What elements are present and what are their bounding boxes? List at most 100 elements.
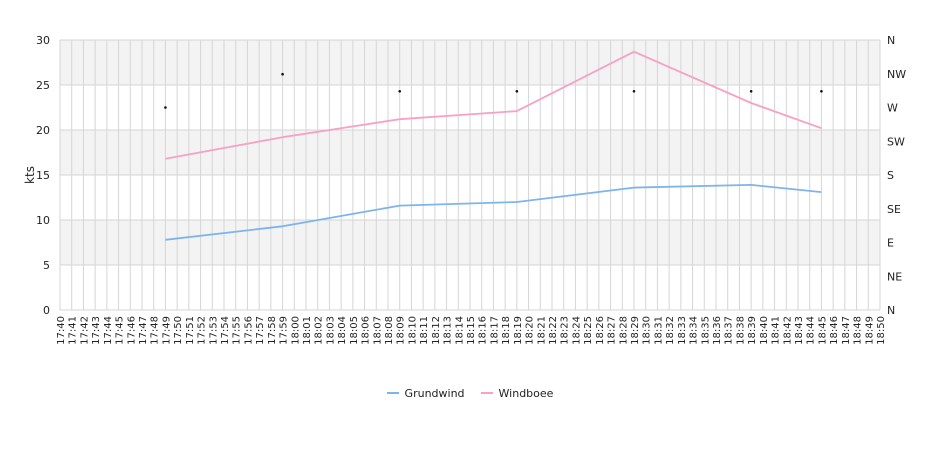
legend-swatch (480, 392, 493, 394)
direction-axis-ticks: N NE E SE S SW W NW N (887, 34, 906, 317)
x-tick-label: 18:35 (700, 316, 711, 345)
x-tick-label: 18:43 (794, 316, 805, 345)
x-tick-label: 18:26 (595, 316, 606, 345)
x-tick-label: 17:55 (232, 316, 243, 345)
direction-tick-label: NE (887, 270, 902, 283)
x-tick-label: 17:47 (138, 316, 149, 345)
x-tick-label: 18:27 (607, 316, 618, 345)
y-tick-label: 25 (36, 79, 50, 92)
direction-point (515, 90, 519, 93)
x-tick-label: 18:22 (548, 316, 559, 345)
x-tick-label: 18:29 (630, 316, 641, 345)
x-tick-label: 18:44 (806, 316, 817, 345)
x-tick-label: 18:24 (571, 316, 582, 345)
series-lines (165, 50, 822, 241)
x-tick-label: 18:47 (841, 316, 852, 345)
x-tick-label: 18:13 (443, 316, 454, 345)
direction-points (164, 72, 823, 109)
x-tick-label: 18:17 (489, 316, 500, 345)
x-tick-label: 18:30 (642, 316, 653, 345)
x-tick-label: 18:03 (325, 316, 336, 345)
x-tick-label: 18:08 (384, 316, 395, 345)
x-tick-label: 18:46 (829, 316, 840, 345)
x-tick-label: 18:23 (560, 316, 571, 345)
x-tick-label: 18:38 (735, 316, 746, 345)
x-tick-label: 18:07 (372, 316, 383, 345)
x-tick-label: 18:50 (876, 316, 887, 345)
x-tick-label: 17:40 (56, 316, 67, 345)
x-tick-label: 17:45 (115, 316, 126, 345)
y-tick-label: 30 (36, 34, 50, 47)
x-tick-label: 17:49 (161, 316, 172, 345)
x-tick-label: 17:56 (243, 316, 254, 345)
direction-tick-label: W (887, 102, 898, 115)
direction-tick-label: NW (887, 68, 906, 81)
x-tick-label: 18:00 (290, 316, 301, 345)
x-tick-label: 18:39 (747, 316, 758, 345)
legend-label: Grundwind (404, 386, 465, 400)
y-tick-label: 10 (36, 214, 50, 227)
x-tick-label: 18:32 (665, 316, 676, 345)
y-tick-label: 5 (43, 259, 50, 272)
y-tick-label: 0 (43, 304, 50, 317)
x-tick-label: 17:46 (126, 316, 137, 345)
direction-point (398, 90, 402, 93)
x-tick-label: 18:37 (724, 316, 735, 345)
x-tick-label: 17:42 (79, 316, 90, 345)
x-tick-label: 17:58 (267, 316, 278, 345)
x-tick-label: 18:45 (817, 316, 828, 345)
x-tick-label: 18:18 (501, 316, 512, 345)
x-tick-label: 17:48 (150, 316, 161, 345)
x-tick-label: 17:44 (103, 316, 114, 345)
x-tick-label: 17:41 (68, 316, 79, 345)
x-tick-label: 18:41 (771, 316, 782, 345)
x-tick-label: 17:57 (255, 316, 266, 345)
x-tick-label: 17:53 (208, 316, 219, 345)
horizontal-gridlines (60, 39, 880, 311)
x-tick-label: 18:05 (349, 316, 360, 345)
x-tick-label: 18:15 (466, 316, 477, 345)
x-tick-label: 17:50 (173, 316, 184, 345)
x-tick-label: 18:02 (314, 316, 325, 345)
x-tick-label: 18:09 (396, 316, 407, 345)
direction-point (632, 90, 636, 93)
direction-point (820, 90, 823, 93)
x-tick-label: 18:33 (677, 316, 688, 345)
y-tick-label: 20 (36, 124, 50, 137)
x-tick-label: 17:43 (91, 316, 102, 345)
direction-point (164, 106, 167, 109)
x-tick-label: 18:48 (853, 316, 864, 345)
x-tick-label: 18:40 (759, 316, 770, 345)
x-tick-label: 18:34 (689, 316, 700, 345)
x-tick-label: 18:12 (431, 316, 442, 345)
legend-item[interactable]: Grundwind (386, 386, 465, 400)
legend-item[interactable]: Windboee (480, 387, 553, 400)
y-tick-label: 15 (36, 169, 50, 182)
x-tick-label: 18:25 (583, 316, 594, 345)
x-tick-label: 17:59 (279, 316, 290, 345)
x-tick-label: 18:31 (653, 316, 664, 345)
x-tick-label: 18:20 (525, 316, 536, 345)
x-tick-label: 18:11 (419, 316, 430, 345)
direction-tick-label: SW (887, 135, 905, 148)
legend-swatch (386, 392, 399, 394)
x-tick-label: 18:49 (864, 316, 875, 345)
y-axis-ticks: 0 5 10 15 20 25 30 (36, 34, 50, 317)
x-tick-label: 18:19 (513, 316, 524, 345)
x-tick-label: 17:54 (220, 316, 231, 345)
x-tick-label: 17:52 (197, 316, 208, 345)
y-axis-label: kts (23, 166, 37, 184)
direction-tick-label: SE (887, 203, 901, 216)
x-tick-label: 18:36 (712, 316, 723, 345)
direction-point (281, 72, 284, 76)
series-line (165, 183, 822, 241)
direction-point (749, 90, 753, 93)
x-tick-label: 17:51 (185, 316, 196, 345)
x-tick-label: 18:01 (302, 316, 313, 345)
x-tick-label: 18:21 (536, 316, 547, 345)
x-tick-label: 18:14 (454, 316, 465, 345)
series-line (165, 50, 822, 160)
direction-tick-label: N (887, 304, 895, 317)
direction-tick-label: N (887, 34, 895, 47)
